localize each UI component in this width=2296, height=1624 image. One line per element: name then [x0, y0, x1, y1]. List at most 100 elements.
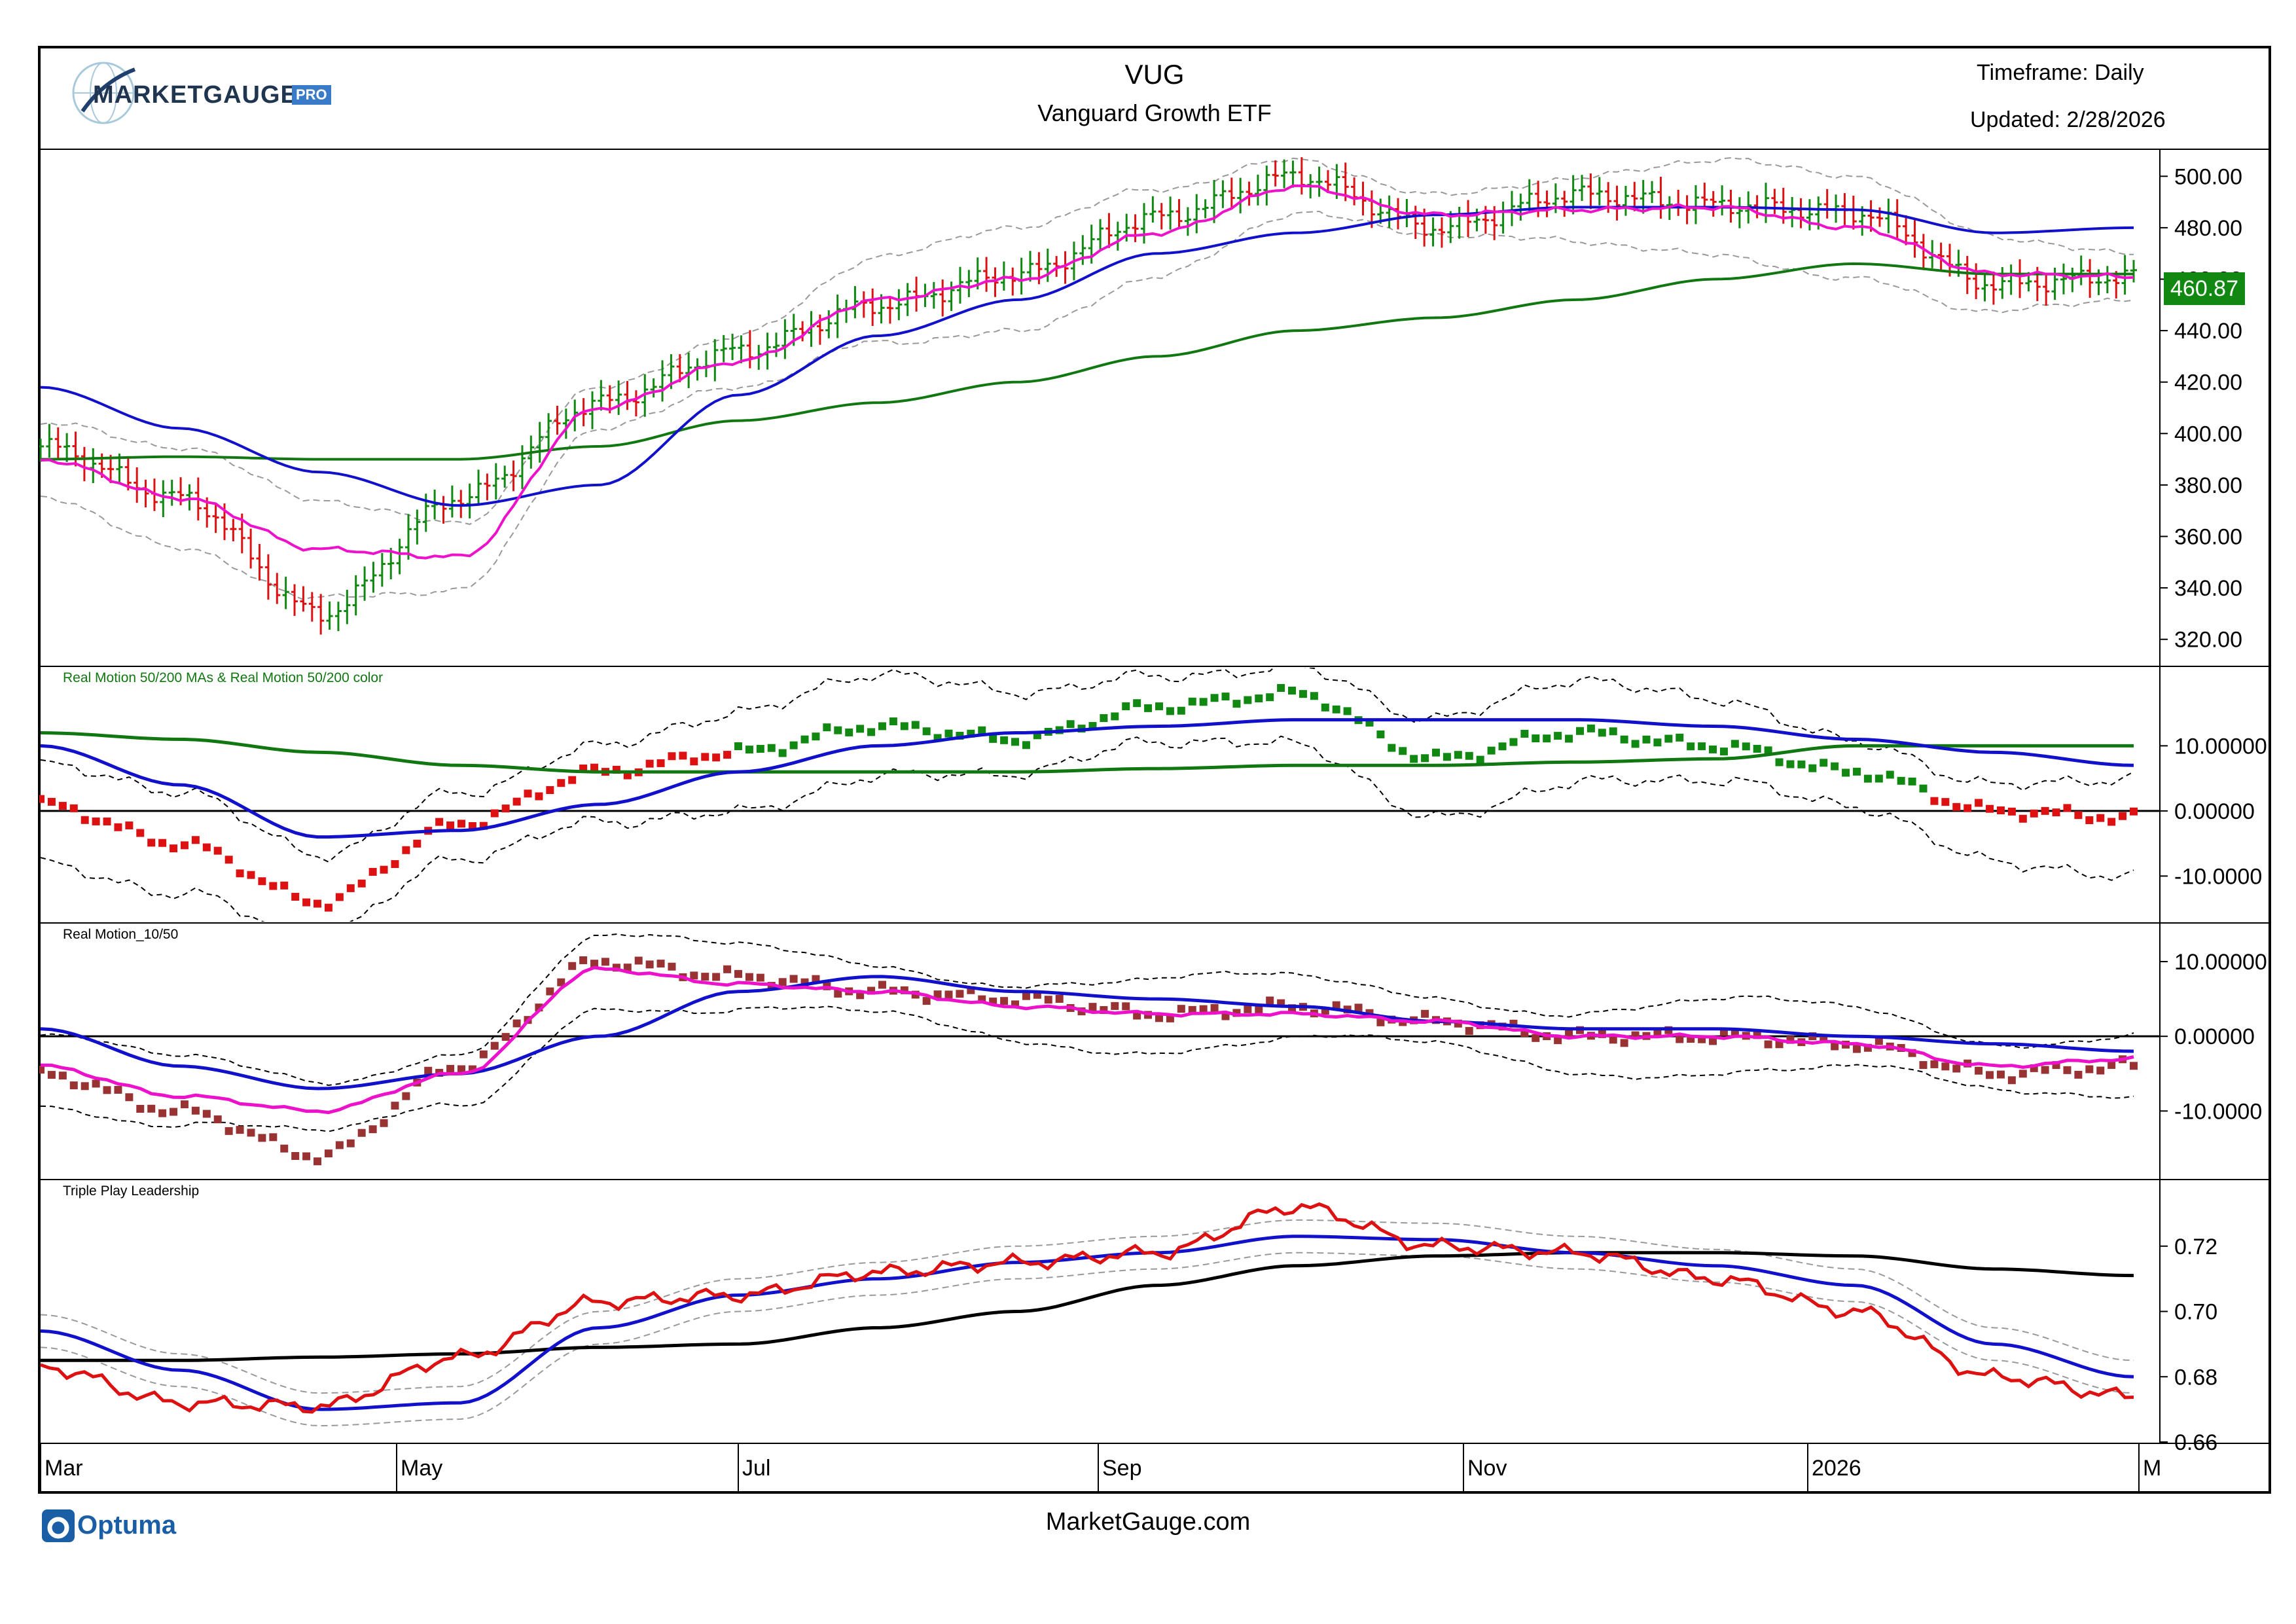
- rm50-square: [324, 903, 332, 912]
- rm10-square: [668, 962, 676, 971]
- rm10-square: [114, 1085, 122, 1094]
- rm50-square: [335, 893, 344, 901]
- rm50-square: [180, 841, 188, 850]
- rm10-square: [579, 956, 588, 964]
- rm50-square: [512, 797, 521, 806]
- rm10-square: [1653, 1028, 1662, 1037]
- rm10-square: [2074, 1070, 2083, 1079]
- real-motion-10-50-panel: [39, 933, 2160, 1166]
- rm50-square: [1952, 803, 1961, 811]
- rm50-square: [789, 741, 798, 749]
- rm10-square: [1122, 1002, 1130, 1011]
- rm50-square: [1255, 695, 1263, 703]
- price-ma10-line: [40, 184, 2134, 560]
- rm50-square: [712, 753, 721, 762]
- rm50-square: [1443, 753, 1451, 761]
- rm50-square: [2108, 818, 2116, 826]
- rm50-square: [1498, 742, 1507, 751]
- rm10-square: [170, 1108, 178, 1116]
- rm10-lower-band: [40, 1005, 2134, 1132]
- rm10-square: [568, 962, 577, 970]
- rm10-square: [2085, 1065, 2094, 1074]
- y-tick-label: 0.70: [2174, 1300, 2217, 1325]
- rm50-square: [756, 745, 764, 753]
- rm10-square: [1210, 1003, 1219, 1012]
- y-tick-label: 380.00: [2174, 473, 2242, 498]
- rm50-square: [1808, 764, 1817, 772]
- rm10-square: [1000, 997, 1009, 1005]
- rm50-square: [1421, 754, 1429, 763]
- rm50-square: [1155, 702, 1163, 711]
- rm50-square: [1111, 712, 1119, 721]
- rm50-square: [734, 742, 742, 751]
- rm50-square: [1565, 734, 1573, 743]
- rm10-square: [634, 956, 643, 965]
- rm50-square: [1000, 736, 1009, 744]
- y-tick-label: 0.00000: [2174, 799, 2255, 824]
- rm50-square: [1941, 798, 1950, 806]
- rm50-square: [944, 729, 953, 738]
- rm10-square: [1554, 1036, 1562, 1045]
- rm10-square: [236, 1126, 244, 1134]
- rm50-square: [1244, 696, 1252, 704]
- rm50-square: [58, 802, 67, 810]
- rm10-square: [712, 973, 721, 981]
- rm10-square: [1266, 996, 1274, 1005]
- rm50-square: [867, 728, 876, 736]
- rm10-square: [158, 1109, 167, 1117]
- price-panel: [39, 157, 2137, 635]
- rm50-square: [1964, 804, 1972, 812]
- triple-play-leadership-panel: [40, 1202, 2134, 1427]
- rm50-square: [911, 721, 920, 729]
- rm50-square: [136, 829, 145, 837]
- rm10-square: [2018, 1070, 2027, 1078]
- rm50-square: [1908, 777, 1916, 785]
- rm10-square: [1986, 1071, 1994, 1079]
- rm50-square: [1831, 762, 1839, 770]
- rm10-square: [1996, 1070, 2005, 1079]
- rm10-square: [280, 1144, 289, 1153]
- rm10-square: [357, 1128, 366, 1137]
- rm50-square: [1874, 774, 1883, 783]
- rm10-square: [457, 1065, 465, 1074]
- rm10-square: [1354, 1003, 1363, 1012]
- rm50-square: [402, 846, 410, 854]
- rm10-square: [1088, 1003, 1097, 1011]
- rm10-square: [1044, 996, 1052, 1004]
- rm50-ma200-line: [40, 731, 2134, 774]
- panel-title-real-motion-10-50: Real Motion_10/50: [63, 927, 179, 942]
- rm50-square: [856, 725, 865, 733]
- rm10-square: [778, 978, 787, 986]
- rm10-square: [2041, 1066, 2049, 1074]
- rm10-square: [490, 1041, 499, 1050]
- rm10-square: [1930, 1060, 1939, 1068]
- rm50-square: [457, 820, 465, 828]
- rm50-square: [1598, 729, 1606, 737]
- x-tick-label: Jul: [742, 1456, 770, 1481]
- rm50-square: [1232, 700, 1241, 708]
- rm10-square: [933, 990, 942, 999]
- timeframe-label: Timeframe: Daily: [1977, 60, 2144, 85]
- rm50-square: [889, 717, 897, 726]
- rm50-square: [878, 722, 886, 731]
- rm50-square: [47, 797, 56, 806]
- rm50-square: [1653, 738, 1662, 747]
- rm50-square: [69, 804, 78, 812]
- rm50-square: [1277, 684, 1285, 693]
- rm10-square: [2007, 1076, 2016, 1085]
- rm50-square: [690, 757, 698, 766]
- rm10-square: [1709, 1037, 1717, 1045]
- rm10-square: [1941, 1062, 1950, 1071]
- y-tick-label: 320.00: [2174, 628, 2242, 653]
- rm10-square: [346, 1139, 355, 1147]
- rm10-square: [391, 1102, 399, 1110]
- rm50-square: [103, 817, 111, 825]
- rm50-square: [1575, 727, 1584, 735]
- rm10-square: [103, 1086, 111, 1094]
- rm10-square: [1255, 1005, 1263, 1013]
- rm50-square: [247, 871, 255, 879]
- rm10-square: [1465, 1026, 1473, 1035]
- rm50-square: [645, 759, 654, 768]
- rm50-square: [368, 867, 377, 876]
- rm50-square: [1310, 692, 1318, 700]
